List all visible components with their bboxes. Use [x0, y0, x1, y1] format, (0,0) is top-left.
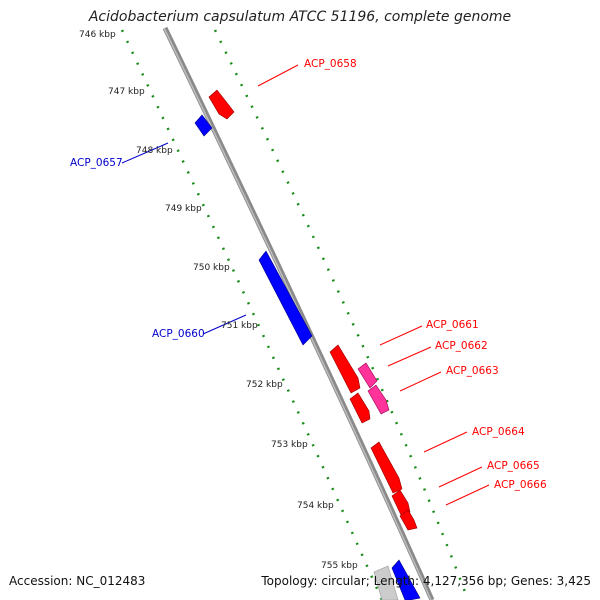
gene-label-acp0660: ACP_0660 — [152, 328, 205, 340]
tick-label: 748 kbp — [136, 146, 173, 156]
gene-acp0666 — [399, 509, 418, 531]
tick-label: 753 kbp — [271, 440, 308, 450]
tick-label: 754 kbp — [297, 501, 334, 511]
gene-acp-bottom-blue — [391, 559, 421, 600]
gene-acp0664 — [370, 441, 403, 494]
gene-acp0663 — [367, 384, 390, 415]
gene-acp0660 — [258, 250, 313, 346]
gene-label-acp0662: ACP_0662 — [435, 340, 488, 352]
gene-bottom-grey — [373, 565, 399, 600]
gene-label-acp0663: ACP_0663 — [446, 365, 499, 377]
leader-acp0662 — [387, 346, 432, 367]
leader-acp0658 — [257, 64, 299, 87]
gene-label-acp0664: ACP_0664 — [472, 426, 525, 438]
gene-acp0658 — [208, 89, 235, 120]
genome-stats-text: Topology: circular; Length: 4,127,356 bp… — [261, 574, 591, 588]
gene-acp0663b — [349, 392, 371, 424]
tick-label: 752 kbp — [246, 380, 283, 390]
leader-acp0663 — [399, 371, 442, 392]
genome-backbone — [162, 26, 435, 600]
gene-acp0657 — [194, 114, 213, 137]
leader-acp0661 — [379, 325, 423, 346]
gene-acp0665 — [391, 489, 411, 516]
genome-backbone-highlight — [163, 27, 432, 600]
leader-acp0666 — [445, 484, 490, 506]
tick-label: 747 kbp — [108, 87, 145, 97]
tick-label: 755 kbp — [321, 561, 358, 571]
gene-acp0661 — [329, 344, 361, 394]
tick-label: 750 kbp — [193, 263, 230, 273]
tick-label: 751 kbp — [221, 321, 258, 331]
gene-label-acp0658: ACP_0658 — [304, 58, 357, 70]
gene-label-acp0661: ACP_0661 — [426, 319, 479, 331]
tick-label: 746 kbp — [79, 30, 116, 40]
leader-acp0664 — [423, 431, 468, 453]
gene-label-acp0657: ACP_0657 — [70, 157, 123, 169]
accession-text: Accession: NC_012483 — [9, 574, 146, 588]
gene-label-acp0665: ACP_0665 — [487, 460, 540, 472]
gene-acp0662 — [357, 362, 378, 389]
leader-acp0665 — [438, 466, 483, 488]
outer-ruler-track — [213, 29, 470, 600]
inner-ruler-track — [120, 29, 384, 600]
tick-label: 749 kbp — [165, 204, 202, 214]
leader-acp0660 — [202, 314, 247, 335]
map-title: Acidobacterium capsulatum ATCC 51196, co… — [88, 9, 512, 25]
leader-acp0657 — [121, 142, 169, 164]
gene-label-acp0666: ACP_0666 — [494, 479, 547, 491]
